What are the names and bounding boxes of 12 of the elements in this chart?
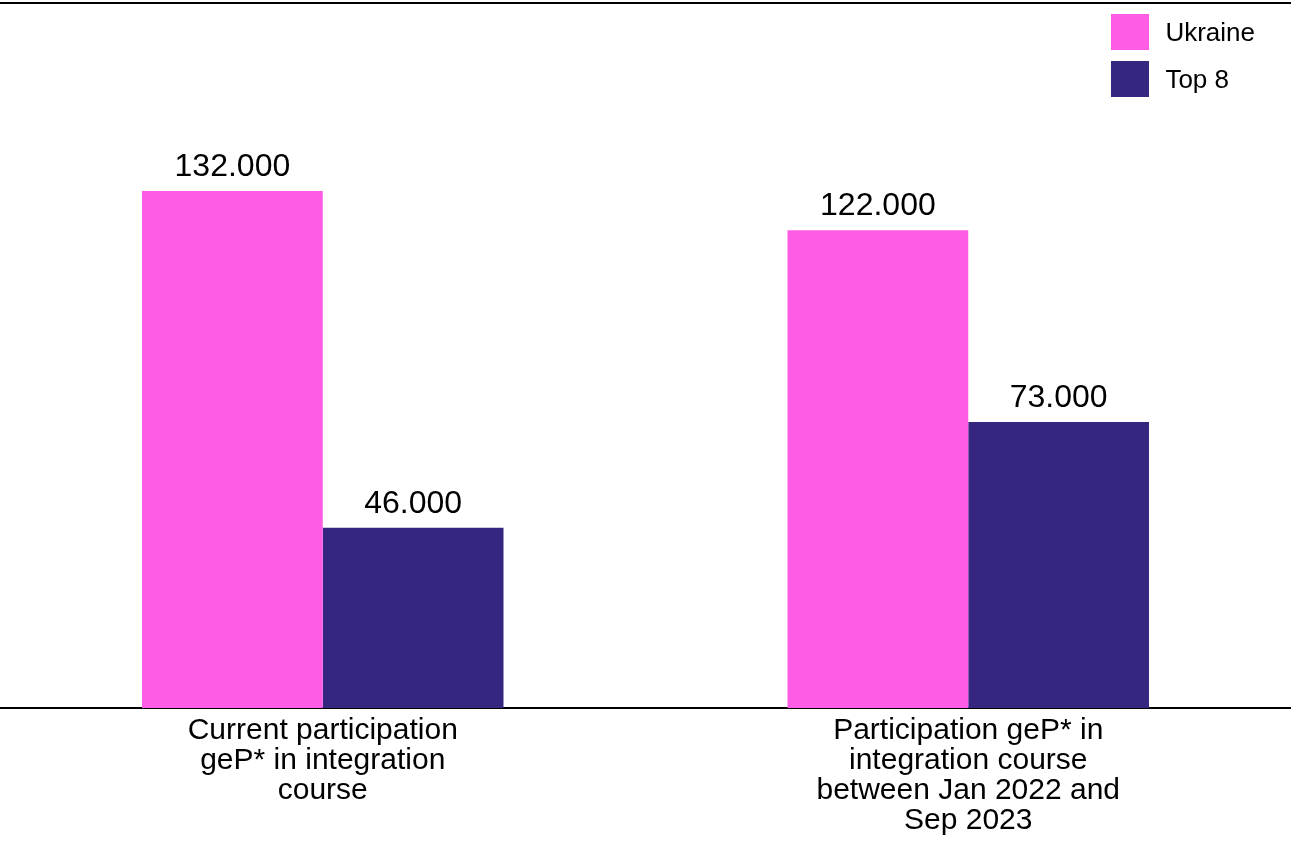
data-label: 122.000	[820, 185, 936, 222]
data-label: 132.000	[174, 146, 291, 183]
bar	[787, 230, 969, 708]
legend-label: Ukraine	[1165, 16, 1255, 48]
data-label: 73.000	[1009, 377, 1108, 414]
legend-label: Top 8	[1165, 63, 1230, 95]
bar	[322, 527, 504, 708]
bar	[968, 422, 1149, 708]
x-tick-label: Participation geP* in integration course between Jan 2022 and Sep 2023	[816, 712, 1121, 836]
bar	[142, 191, 323, 708]
data-label: 46.000	[364, 483, 463, 520]
x-tick-label: Current participation geP* in integration course	[187, 712, 458, 806]
